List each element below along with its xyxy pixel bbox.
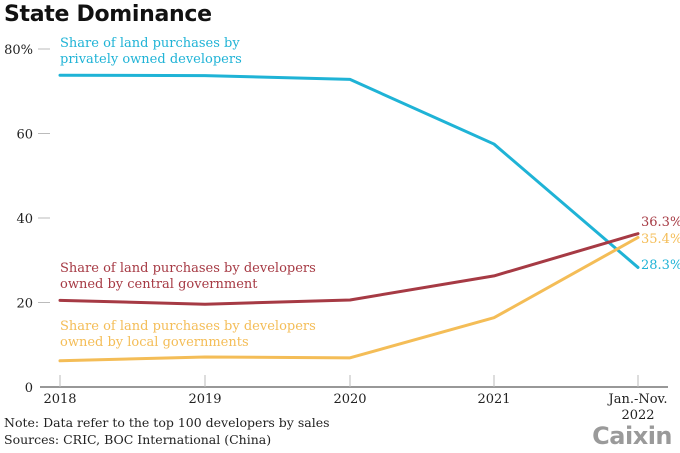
y-tick-label: 80% <box>4 43 33 58</box>
end-labels: 28.3% 36.3% 35.4% <box>641 215 680 273</box>
y-tick-label: 40 <box>16 212 33 227</box>
x-tick-label: 2019 <box>188 392 221 407</box>
series-label-2: owned by local governments <box>60 335 249 350</box>
y-axis: 0 20 40 60 80% <box>4 43 50 396</box>
end-value-label-1: 36.3% <box>641 215 680 230</box>
series-label-0: Share of land purchases by <box>60 36 240 51</box>
x-tick-label: 2021 <box>477 392 510 407</box>
x-tick-label: 2022 <box>621 408 654 423</box>
series-line-0 <box>58 73 640 269</box>
y-tick-label: 0 <box>25 381 33 396</box>
series-label-0: privately owned developers <box>60 52 242 67</box>
end-value-label-2: 35.4% <box>641 232 680 247</box>
series-line-2 <box>58 235 640 363</box>
x-tick-label: 2020 <box>333 392 366 407</box>
series-label-1: owned by central government <box>60 277 258 292</box>
series-line-1 <box>58 232 640 306</box>
series-label-1: Share of land purchases by developers <box>60 261 316 276</box>
chart-sources: Sources: CRIC, BOC International (China) <box>4 432 272 447</box>
series-label-2: Share of land purchases by developers <box>60 319 316 334</box>
caixin-logo: Caixin <box>592 422 672 450</box>
y-tick-label: 60 <box>16 128 33 143</box>
chart-note: Note: Data refer to the top 100 develope… <box>4 415 330 430</box>
x-tick-label: 2018 <box>43 392 76 407</box>
chart-title: State Dominance <box>4 2 212 27</box>
chart-footer: Note: Data refer to the top 100 develope… <box>4 414 330 448</box>
x-axis: 2018 2019 2020 2021 Jan.-Nov.2022 <box>40 375 668 423</box>
end-value-label-0: 28.3% <box>641 258 680 273</box>
x-tick-label: Jan.-Nov. <box>607 392 668 407</box>
series-lines <box>58 73 640 363</box>
y-tick-label: 20 <box>16 297 33 312</box>
